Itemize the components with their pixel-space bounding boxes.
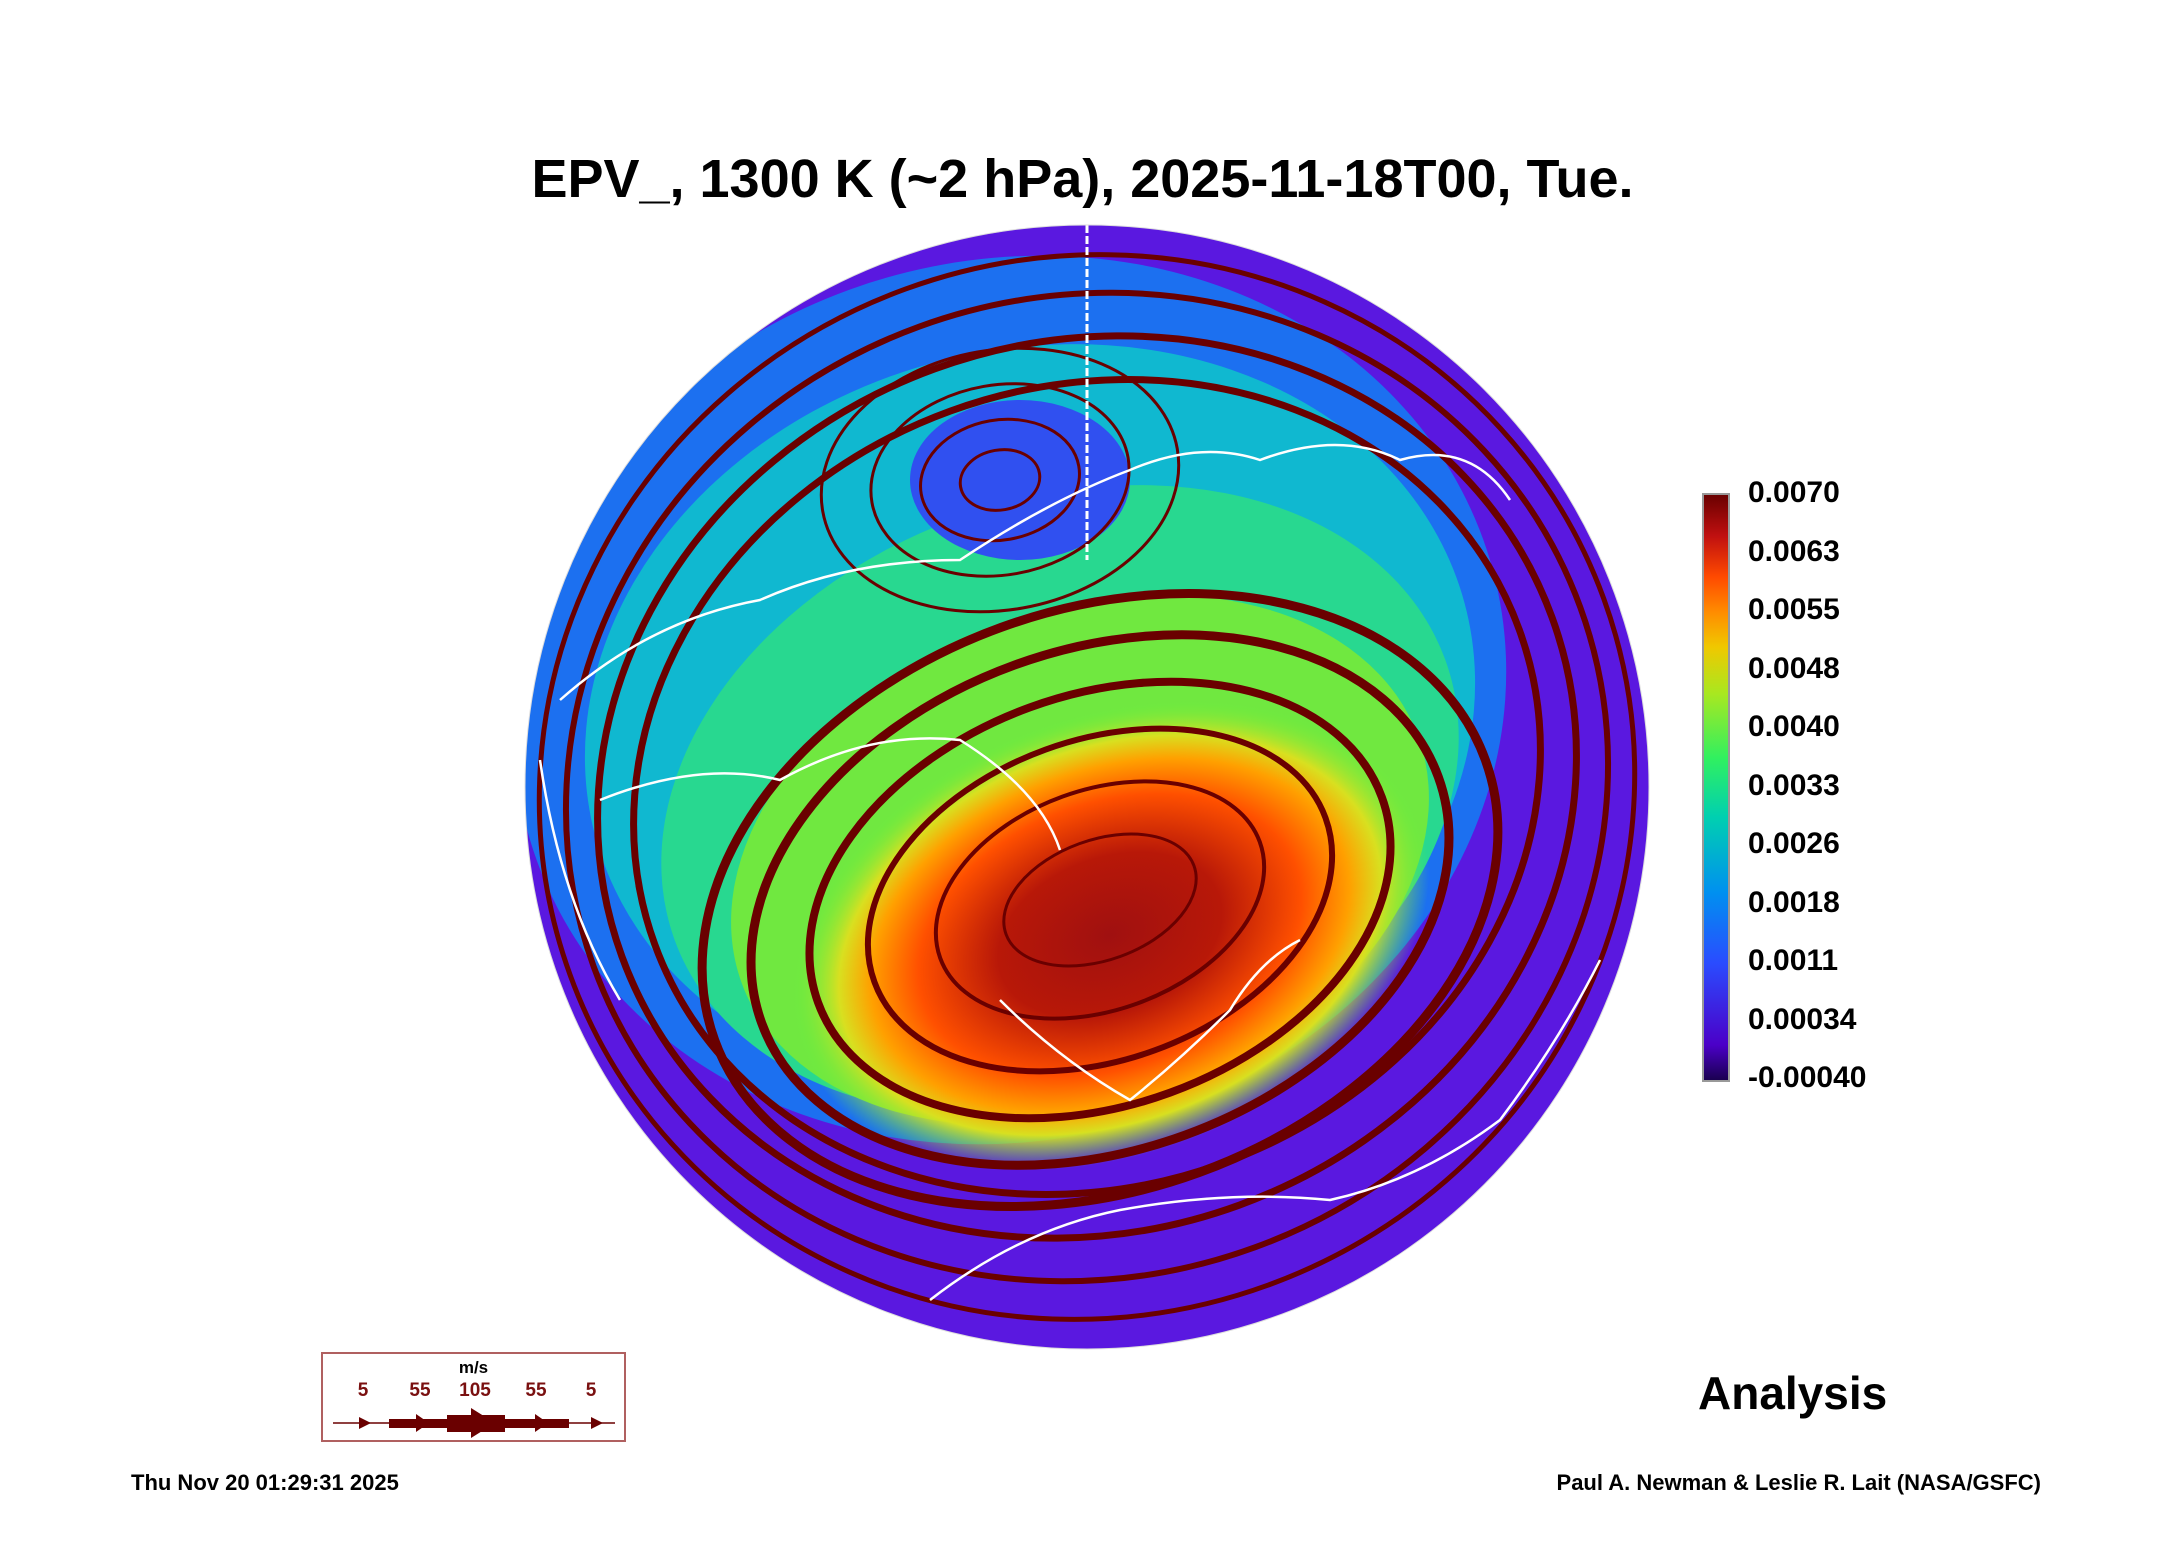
streamline [562,289,1612,1285]
streamline [630,376,1544,1198]
wind-arrow-scale [333,1408,615,1438]
wind-speed-legend: m/s 5 55 105 55 5 [321,1352,626,1442]
streamline [958,448,1042,512]
streamline [819,346,1181,614]
colorbar-tick-label: 0.0026 [1748,827,1840,860]
colorbar-tick-label: 0.00034 [1748,1002,1857,1036]
chart-title: EPV_, 1300 K (~2 hPa), 2025-11-18T00, Tu… [531,149,1634,209]
streamline [805,677,1395,1123]
streamline [864,725,1336,1075]
timestamp: Thu Nov 20 01:29:31 2025 [131,1470,399,1495]
wind-legend-value: 5 [585,1380,597,1401]
colorbar-tick-label: 0.0033 [1748,768,1840,802]
colorbar-tick-label: 0.0055 [1748,593,1840,626]
colorbar-tick-label: -0.00040 [1748,1061,1867,1094]
streamline [919,417,1081,543]
coastlines [538,443,1602,1301]
colorbar [1702,493,1730,1082]
streamline [933,779,1267,1021]
wind-legend-value: 105 [459,1380,491,1401]
analysis-label: Analysis [1698,1367,1888,1419]
wind-unit: m/s [458,1358,489,1377]
wind-legend-value: 55 [525,1380,547,1401]
streamline [594,332,1580,1242]
streamline [1002,832,1198,968]
colorbar-tick-label: 0.0063 [1748,534,1840,568]
streamline [869,382,1131,578]
wind-legend-value: 55 [409,1380,431,1401]
colorbar-tick-label: 0.0048 [1748,651,1840,685]
colorbar-tick-label: 0.0018 [1748,885,1840,919]
streamline [536,252,1638,1322]
colorbar-tick-label: 0.0011 [1748,944,1839,977]
colorbar-tick-label: 0.0070 [1748,476,1840,509]
wind-legend-value: 5 [357,1380,369,1401]
streamline [746,630,1454,1170]
wind-streamlines [536,252,1638,1322]
credit: Paul A. Newman & Leslie R. Lait (NASA/GS… [1556,1470,2041,1495]
colorbar-tick-label: 0.0040 [1748,710,1840,743]
